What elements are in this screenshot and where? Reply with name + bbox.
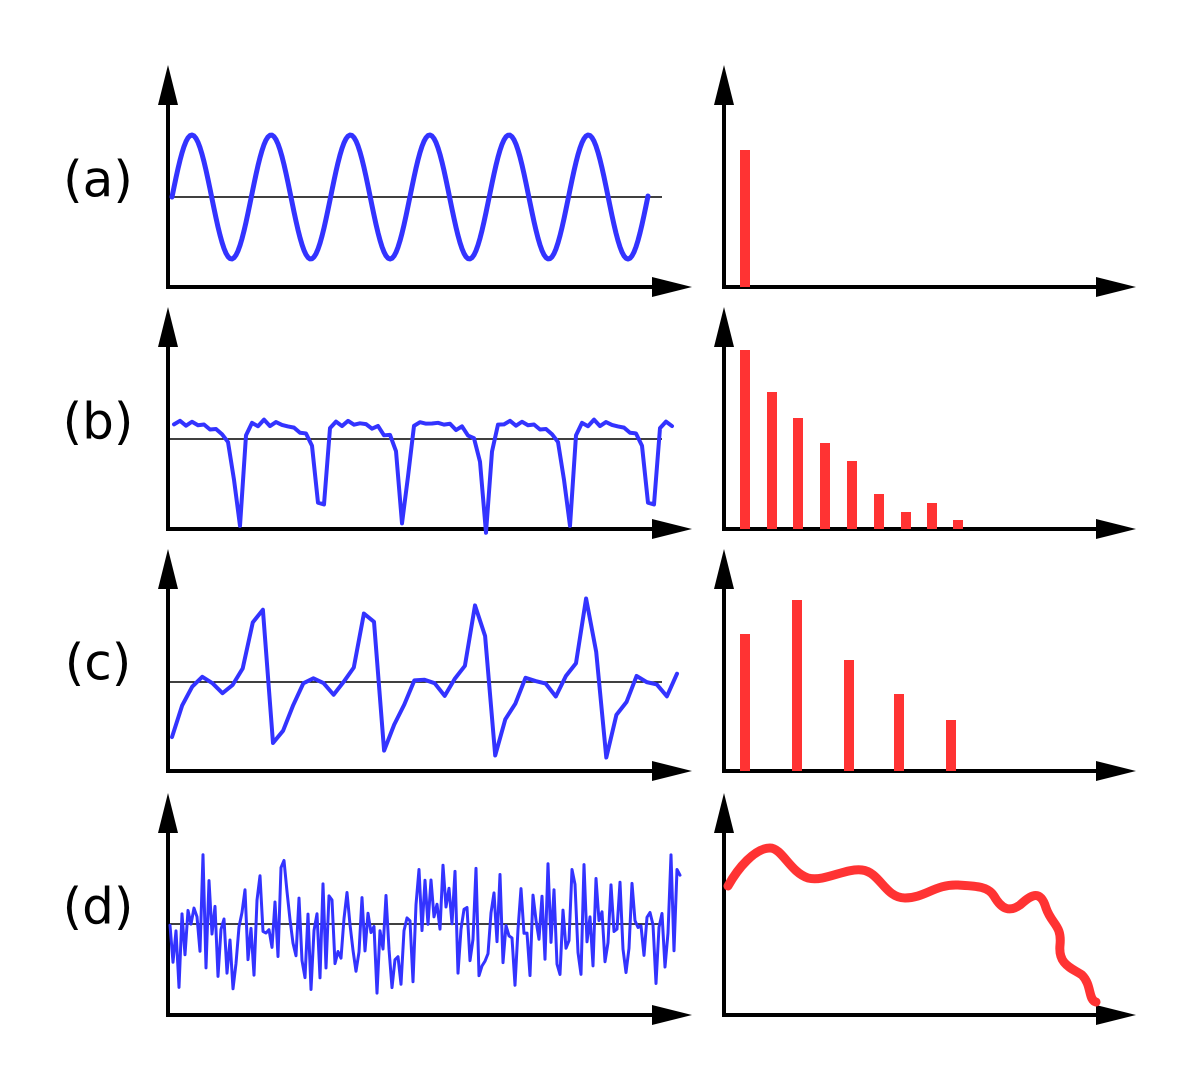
arrow-head [714, 549, 734, 589]
spectrum-bar [847, 461, 857, 529]
spectrum-bar [953, 520, 963, 529]
spectrum-bar [927, 503, 937, 529]
row-label: (b) [63, 393, 134, 451]
arrow-head [1096, 519, 1136, 539]
spectrum-bar [767, 392, 777, 529]
row-label: (c) [65, 634, 132, 692]
row-label: (d) [63, 878, 134, 936]
arrow-head [714, 307, 734, 347]
arrow-head [158, 549, 178, 589]
spectrum-bar [820, 443, 830, 529]
arrow-head [158, 793, 178, 833]
arrow-head [1096, 277, 1136, 297]
spectrum-bar [874, 494, 884, 529]
spectrum-bar [740, 150, 750, 287]
waveform [170, 596, 679, 760]
arrow-head [652, 519, 692, 539]
spectrum-bar [844, 660, 854, 771]
arrow-head [158, 65, 178, 105]
spectrum-bar [894, 694, 904, 771]
arrow-head [652, 1005, 692, 1025]
spectrum-bar [901, 512, 911, 529]
waveform [169, 132, 651, 262]
arrow-head [652, 761, 692, 781]
waveform [172, 417, 674, 535]
waveform [168, 853, 682, 995]
arrow-head [1096, 1005, 1136, 1025]
arrow-head [714, 793, 734, 833]
arrow-head [652, 277, 692, 297]
arrow-head [1096, 761, 1136, 781]
spectrum-bar [793, 418, 803, 529]
spectrum-bar [740, 634, 750, 771]
spectrum-bar [946, 720, 956, 771]
row-label: (a) [63, 151, 133, 209]
spectrum-bar [792, 600, 802, 771]
spectrum-bar [740, 350, 750, 529]
arrow-head [158, 307, 178, 347]
arrow-head [714, 65, 734, 105]
spectrum-curve [723, 843, 1101, 1007]
